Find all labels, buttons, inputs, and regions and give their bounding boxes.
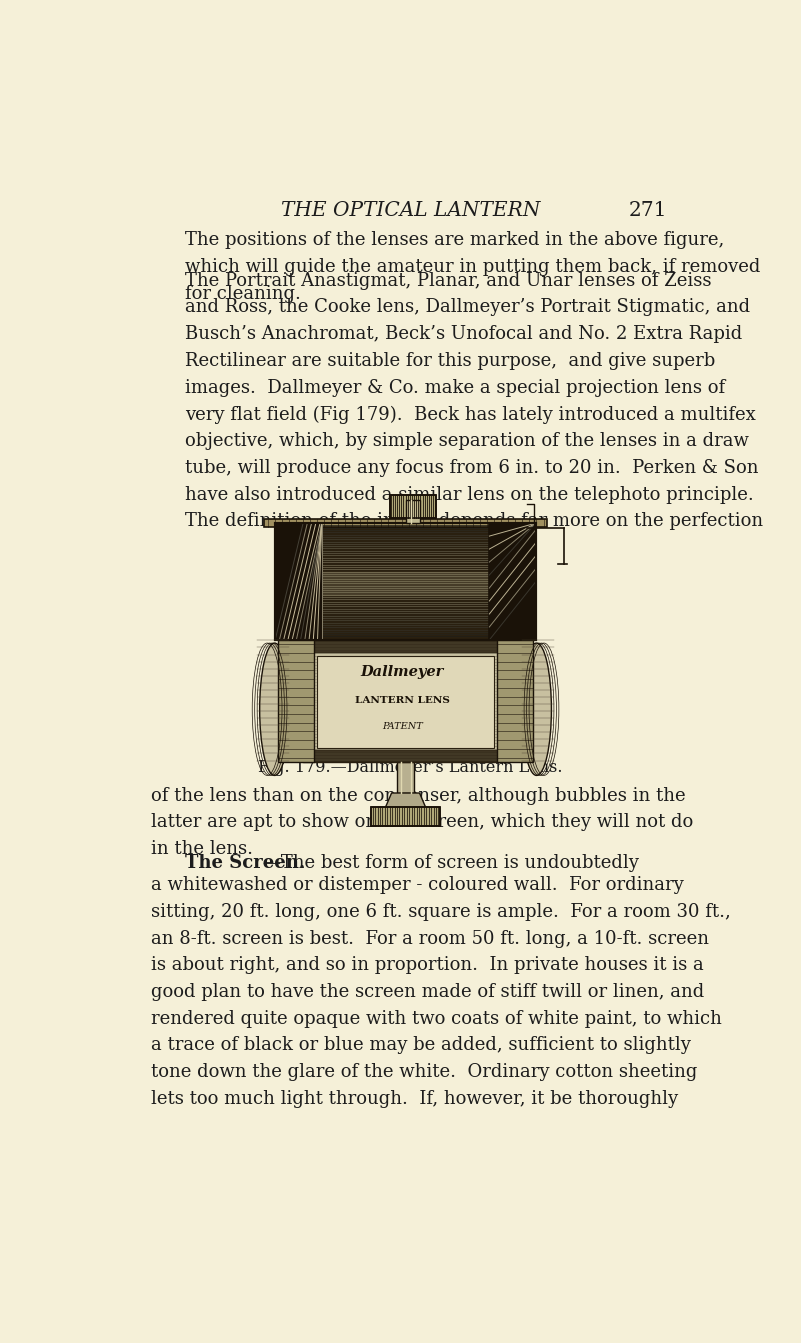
Text: Fig. 179.—Dallmeyer’s Lantern Lens.: Fig. 179.—Dallmeyer’s Lantern Lens. <box>258 759 563 776</box>
Polygon shape <box>276 524 322 641</box>
Text: The positions of the lenses are marked in the above figure,
which will guide the: The positions of the lenses are marked i… <box>185 231 760 302</box>
Bar <box>390 496 437 518</box>
Bar <box>497 641 533 761</box>
Bar <box>406 501 420 524</box>
Text: PATENT: PATENT <box>382 723 423 732</box>
Text: THE OPTICAL LANTERN: THE OPTICAL LANTERN <box>281 201 540 220</box>
Text: LANTERN LENS: LANTERN LENS <box>355 697 450 705</box>
Text: a whitewashed or distemper - coloured wall.  For ordinary
sitting, 20 ft. long, : a whitewashed or distemper - coloured wa… <box>151 876 731 1108</box>
Text: The Screen.: The Screen. <box>185 854 305 872</box>
Bar <box>316 657 494 748</box>
Text: 271: 271 <box>629 201 667 220</box>
Bar <box>396 761 414 792</box>
Ellipse shape <box>521 643 551 775</box>
Ellipse shape <box>260 643 289 775</box>
Bar <box>278 641 314 761</box>
Bar <box>276 524 536 641</box>
Bar <box>264 520 547 526</box>
Text: of the lens than on the condenser, although bubbles in the
latter are apt to sho: of the lens than on the condenser, altho… <box>151 787 694 858</box>
Bar <box>372 807 440 826</box>
Text: Dallmeyer: Dallmeyer <box>360 665 444 680</box>
Bar <box>303 641 508 761</box>
Polygon shape <box>385 792 425 807</box>
Text: The Portrait Anastigmat, Planar, and Unar lenses of Zeiss
and Ross, the Cooke le: The Portrait Anastigmat, Planar, and Una… <box>185 271 763 530</box>
Polygon shape <box>489 524 536 641</box>
Text: —The best form of screen is undoubtedly: —The best form of screen is undoubtedly <box>263 854 638 872</box>
